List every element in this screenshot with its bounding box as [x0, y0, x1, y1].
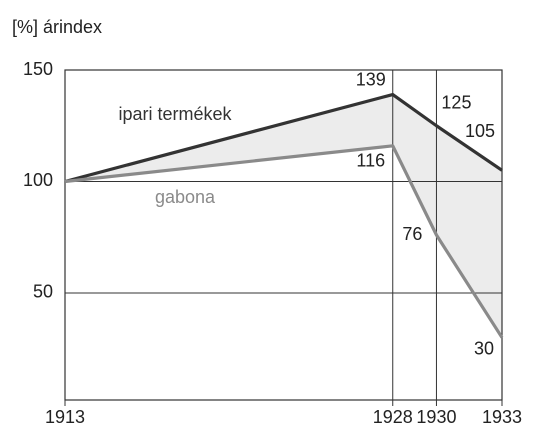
- x-tick-label: 1913: [45, 407, 85, 427]
- y-axis-title: [%] árindex: [12, 17, 102, 37]
- gap-area: [65, 94, 502, 338]
- series-label: gabona: [155, 187, 216, 207]
- y-tick-label: 50: [33, 282, 53, 302]
- data-label: 105: [465, 121, 495, 141]
- data-label: 116: [356, 151, 385, 171]
- x-tick-label: 1930: [416, 407, 456, 427]
- y-tick-label: 150: [23, 59, 53, 79]
- data-label: 30: [474, 338, 494, 358]
- data-label: 139: [356, 69, 386, 89]
- series-label: ipari termékek: [118, 104, 232, 124]
- x-tick-label: 1933: [482, 407, 522, 427]
- series-line: [64, 144, 504, 339]
- series-line: [64, 92, 503, 184]
- data-label: 76: [402, 224, 422, 244]
- x-tick-label: 1928: [373, 407, 413, 427]
- y-tick-label: 100: [23, 170, 53, 190]
- data-label: 125: [441, 92, 471, 112]
